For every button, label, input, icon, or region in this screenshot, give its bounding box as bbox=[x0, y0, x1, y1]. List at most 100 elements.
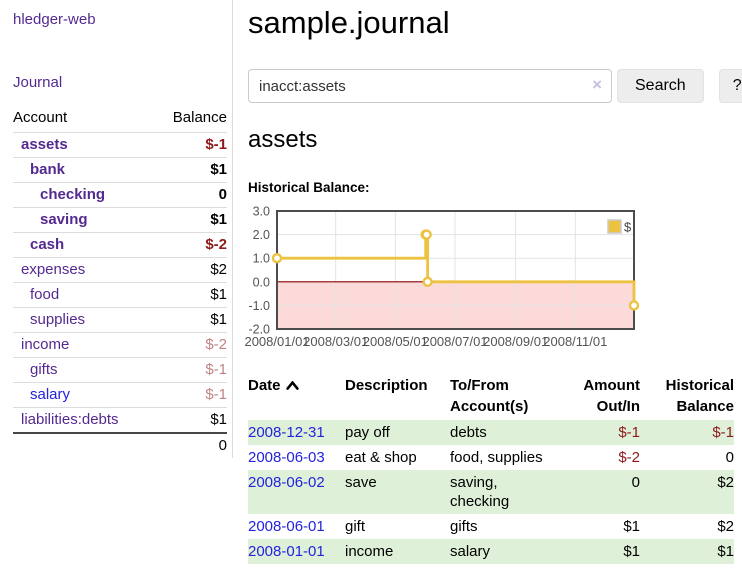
account-row: income $-2 bbox=[13, 332, 227, 358]
transaction-amount: $1 bbox=[623, 518, 640, 535]
transaction-description: income bbox=[345, 543, 394, 560]
register-header-row: Date Description To/From Account(s) Amou… bbox=[248, 373, 734, 420]
account-balance: $-1 bbox=[154, 357, 227, 383]
account-link[interactable]: liabilities:debts bbox=[21, 411, 119, 428]
account-link[interactable]: expenses bbox=[21, 261, 86, 278]
account-row: checking 0 bbox=[13, 182, 227, 208]
transaction-date-link[interactable]: 2008-12-31 bbox=[248, 424, 325, 441]
transaction-balance: $2 bbox=[717, 474, 734, 491]
transaction-description: eat & shop bbox=[345, 449, 417, 466]
accounts-header-balance: Balance bbox=[172, 109, 227, 126]
account-link[interactable]: saving bbox=[40, 211, 88, 228]
account-row: saving $1 bbox=[13, 207, 227, 233]
transaction-accounts: salary bbox=[450, 543, 491, 560]
clear-search-icon[interactable]: × bbox=[592, 75, 602, 94]
account-link[interactable]: income bbox=[21, 336, 70, 353]
transaction-accounts: debts bbox=[450, 424, 487, 441]
sidebar-item-journal[interactable]: Journal bbox=[13, 74, 63, 91]
register-row: 2008-06-03 eat & shop food, supplies $-2 0 bbox=[248, 445, 734, 470]
transaction-description: gift bbox=[345, 518, 366, 535]
account-balance: $1 bbox=[154, 407, 227, 433]
accounts-table-header-row: Account Balance bbox=[13, 105, 227, 133]
svg-text:2008/03/01: 2008/03/01 bbox=[303, 334, 368, 349]
svg-text:0.0: 0.0 bbox=[253, 275, 270, 289]
svg-text:2.0: 2.0 bbox=[253, 228, 270, 242]
account-row: assets $-1 bbox=[13, 132, 227, 158]
chart-label: Historical Balance: bbox=[248, 180, 370, 195]
main-content: sample.journal × Search ? assets Histori… bbox=[233, 0, 742, 564]
account-balance: $1 bbox=[154, 207, 227, 233]
transaction-description: save bbox=[345, 474, 377, 491]
transaction-accounts: gifts bbox=[450, 518, 478, 535]
account-row: supplies $1 bbox=[13, 307, 227, 333]
account-link[interactable]: assets bbox=[21, 136, 68, 153]
transaction-date-link[interactable]: 2008-06-03 bbox=[248, 449, 325, 466]
accounts-total-row: 0 bbox=[13, 432, 227, 458]
transaction-accounts: food, supplies bbox=[450, 449, 543, 466]
svg-text:$: $ bbox=[624, 220, 632, 235]
accounts-table: Account Balance assets $-1 bank $1 checking 0… bbox=[13, 105, 227, 458]
transaction-accounts: saving, checking bbox=[450, 474, 510, 510]
help-button[interactable]: ? bbox=[718, 69, 742, 103]
transaction-amount: 0 bbox=[631, 474, 640, 491]
register-header-date[interactable]: Date bbox=[248, 373, 345, 420]
transaction-date-link[interactable]: 2008-06-01 bbox=[248, 518, 325, 535]
svg-text:3.0: 3.0 bbox=[253, 205, 270, 219]
svg-text:2008/09/01: 2008/09/01 bbox=[483, 334, 548, 349]
svg-text:-2.0: -2.0 bbox=[248, 323, 270, 337]
app-title-link[interactable]: hledger-web bbox=[13, 11, 96, 28]
transaction-balance: $-1 bbox=[712, 424, 734, 441]
register-header-balance: Historical Balance bbox=[665, 377, 734, 415]
account-row: gifts $-1 bbox=[13, 357, 227, 383]
svg-text:2008/11/01: 2008/11/01 bbox=[543, 334, 607, 349]
account-row: liabilities:debts $1 bbox=[13, 407, 227, 433]
account-row: cash $-2 bbox=[13, 232, 227, 258]
transaction-amount: $1 bbox=[623, 543, 640, 560]
search-input[interactable] bbox=[248, 69, 612, 103]
register-row: 2008-06-02 save saving, checking 0 $2 bbox=[248, 470, 734, 514]
register-table-body: 2008-12-31 pay off debts $-1 $-1 2008-06-03 ea… bbox=[248, 420, 734, 564]
account-balance: $-2 bbox=[154, 332, 227, 358]
page-title: sample.journal bbox=[248, 5, 450, 40]
account-balance: 0 bbox=[154, 182, 227, 208]
account-row: food $1 bbox=[13, 282, 227, 308]
transaction-amount: $-2 bbox=[618, 449, 640, 466]
account-row: expenses $2 bbox=[13, 257, 227, 283]
transaction-balance: $2 bbox=[717, 518, 734, 535]
svg-text:2008/05/01: 2008/05/01 bbox=[363, 334, 428, 349]
transaction-amount: $-1 bbox=[618, 424, 640, 441]
account-link[interactable]: salary bbox=[30, 386, 71, 403]
account-balance: $-2 bbox=[154, 232, 227, 258]
account-title: assets bbox=[248, 126, 318, 153]
account-link[interactable]: gifts bbox=[30, 361, 58, 378]
account-row: salary $-1 bbox=[13, 382, 227, 408]
accounts-total-spacer bbox=[13, 432, 155, 458]
account-balance: $-1 bbox=[154, 132, 227, 158]
sidebar: hledger-web Journal Account Balance asse… bbox=[0, 0, 233, 458]
svg-text:-1.0: -1.0 bbox=[248, 299, 270, 313]
svg-text:2008/01/01: 2008/01/01 bbox=[244, 334, 309, 349]
transaction-balance: $1 bbox=[717, 543, 734, 560]
account-link[interactable]: bank bbox=[30, 161, 66, 178]
account-balance: $1 bbox=[154, 157, 227, 183]
svg-text:2008/07/01: 2008/07/01 bbox=[422, 334, 487, 349]
account-link[interactable]: supplies bbox=[30, 311, 86, 328]
sort-ascending-icon bbox=[285, 380, 299, 390]
register-header-amount: Amount Out/In bbox=[583, 377, 640, 415]
account-balance: $-1 bbox=[154, 382, 227, 408]
search-input-wrap: × bbox=[248, 69, 612, 103]
search-button[interactable]: Search bbox=[617, 69, 704, 103]
svg-text:1.0: 1.0 bbox=[253, 252, 270, 266]
account-link[interactable]: checking bbox=[40, 186, 106, 203]
transaction-balance: 0 bbox=[725, 449, 734, 466]
transaction-date-link[interactable]: 2008-01-01 bbox=[248, 543, 325, 560]
transaction-date-link[interactable]: 2008-06-02 bbox=[248, 474, 325, 491]
account-balance: $2 bbox=[154, 257, 227, 283]
account-link[interactable]: food bbox=[30, 286, 60, 303]
search-form: × Search ? bbox=[248, 69, 742, 103]
account-link[interactable]: cash bbox=[30, 236, 65, 253]
accounts-header-account: Account bbox=[13, 109, 68, 126]
accounts-total-value: 0 bbox=[154, 432, 227, 458]
register-header-accounts: To/From Account(s) bbox=[450, 377, 529, 415]
register-header-description: Description bbox=[345, 377, 428, 394]
